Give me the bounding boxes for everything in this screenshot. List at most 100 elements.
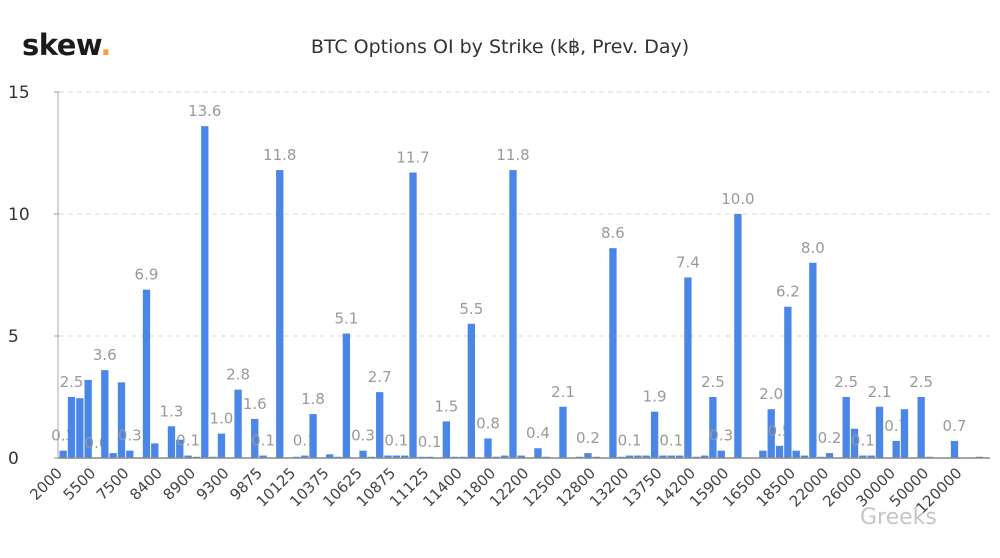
bar	[517, 455, 525, 458]
bar	[126, 450, 134, 458]
bar	[484, 438, 492, 458]
bar	[176, 439, 184, 458]
data-label: 0.1	[418, 433, 442, 451]
bar	[376, 392, 384, 458]
bar	[800, 455, 809, 458]
bar	[467, 323, 475, 458]
data-label: 0.1	[659, 432, 683, 450]
y-tick-label: 10	[8, 205, 30, 225]
data-label: 0.2	[818, 429, 842, 447]
bar	[675, 455, 684, 458]
bar	[892, 440, 900, 458]
bar	[201, 126, 209, 458]
bar	[609, 248, 617, 458]
bar	[825, 453, 834, 458]
bar	[442, 421, 451, 458]
bar	[667, 455, 675, 458]
bar	[217, 433, 226, 458]
x-tick-label: 8900	[160, 464, 200, 504]
data-label: 6.9	[135, 266, 159, 284]
data-label: 6.2	[776, 283, 800, 301]
bar	[650, 411, 659, 458]
data-label: 0.4	[526, 424, 550, 442]
bar	[634, 455, 642, 458]
data-label: 0.1	[176, 432, 200, 450]
bar	[409, 172, 417, 458]
y-tick-label: 0	[8, 449, 19, 469]
logo-text: skew	[22, 28, 101, 62]
bar	[792, 450, 800, 458]
data-label: 0.3	[709, 427, 733, 445]
bar	[259, 455, 267, 458]
bar	[775, 445, 784, 458]
bar	[784, 306, 792, 458]
bar	[859, 455, 867, 458]
bar	[301, 455, 309, 458]
bar	[584, 453, 592, 458]
data-label: 8.0	[801, 239, 825, 257]
bar	[842, 397, 850, 458]
data-label: 5.5	[459, 300, 483, 318]
bar	[59, 450, 67, 458]
x-tick-label: 9300	[193, 464, 233, 504]
data-label: 1.8	[301, 390, 325, 408]
skew-logo: skew.	[22, 28, 111, 62]
data-label: 0.1	[251, 432, 275, 450]
data-label: 10.0	[721, 190, 754, 208]
bar	[850, 428, 859, 458]
x-tick-label: 7500	[93, 464, 133, 504]
y-tick-label: 15	[8, 83, 30, 103]
bar	[875, 406, 884, 458]
data-label: 2.1	[551, 383, 575, 401]
data-label: 0.3	[118, 427, 142, 445]
bar	[700, 455, 709, 458]
data-label: 1.5	[434, 397, 458, 415]
bar	[142, 289, 151, 458]
data-label: 2.5	[701, 373, 725, 391]
y-tick-label: 5	[8, 327, 19, 347]
bar	[734, 214, 742, 458]
bar	[759, 450, 767, 458]
chart-title: BTC Options OI by Strike (k฿, Prev. Day)	[310, 36, 690, 58]
bar	[717, 450, 725, 458]
bar	[84, 379, 92, 458]
bar	[109, 453, 117, 458]
data-label: 0.1	[384, 432, 408, 450]
bar	[809, 262, 817, 458]
logo-dot: .	[100, 28, 111, 62]
data-label: 0.1	[851, 432, 875, 450]
x-tick-label: 5500	[60, 464, 100, 504]
bar	[659, 455, 667, 458]
data-label: 0.8	[476, 414, 500, 432]
watermark: Greeks	[860, 505, 937, 530]
bar	[76, 398, 84, 458]
bar	[342, 333, 351, 458]
data-label: 1.9	[643, 388, 667, 406]
data-label: 2.5	[60, 373, 84, 391]
bar	[326, 454, 334, 458]
bar	[392, 455, 401, 458]
bar	[917, 397, 925, 458]
data-label: 0.7	[943, 417, 967, 435]
bar	[167, 426, 176, 458]
x-tick-label: 8400	[126, 464, 166, 504]
bar	[709, 397, 717, 458]
data-label: 13.6	[188, 102, 221, 120]
data-label: 0.2	[576, 429, 600, 447]
bar	[384, 455, 392, 458]
bar	[867, 455, 875, 458]
bar	[276, 170, 284, 458]
data-label: 11.8	[263, 146, 296, 164]
data-label: 0.3	[351, 427, 375, 445]
bar	[684, 277, 692, 458]
data-label: 1.3	[160, 402, 184, 420]
data-label: 11.7	[396, 149, 429, 167]
bar	[401, 455, 409, 458]
data-label: 2.0	[759, 385, 783, 403]
bar	[117, 382, 126, 458]
bar	[101, 370, 109, 458]
data-label: 8.6	[601, 224, 625, 242]
data-label: 2.5	[834, 373, 858, 391]
bar	[359, 450, 367, 458]
